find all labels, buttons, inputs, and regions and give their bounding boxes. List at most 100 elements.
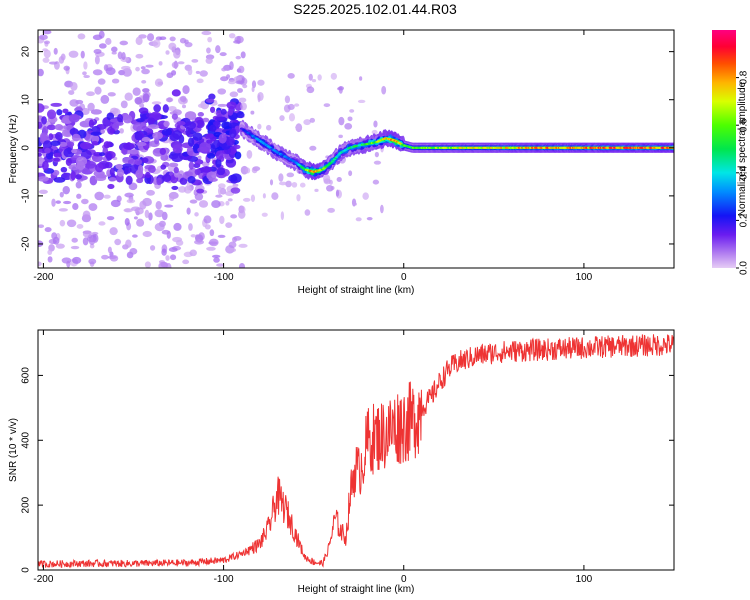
- spectral-blob: [120, 100, 128, 109]
- spectral-blob: [233, 40, 241, 44]
- spectral-blob: [181, 104, 187, 109]
- spectral-blob: [135, 66, 140, 72]
- spectral-blob: [53, 47, 58, 55]
- spectral-blob: [176, 120, 186, 126]
- bottom-x-axis-label: Height of straight line (km): [298, 584, 415, 595]
- spectral-blob: [132, 234, 138, 238]
- spectral-blob: [206, 152, 216, 159]
- spectral-blob: [220, 108, 227, 115]
- spectral-blob: [41, 116, 47, 125]
- spectral-blob: [129, 149, 139, 155]
- spectral-blob: [136, 141, 147, 147]
- spectral-blob: [101, 254, 109, 260]
- spectral-blob: [124, 208, 131, 213]
- spectral-blob: [69, 128, 79, 136]
- spectral-blob: [136, 218, 145, 227]
- spectral-blob: [136, 177, 144, 184]
- spectral-blob: [95, 163, 104, 173]
- spectral-blob: [161, 128, 172, 136]
- spectral-blob: [135, 36, 143, 46]
- spectral-blob: [42, 160, 49, 171]
- spectral-blob: [200, 166, 212, 173]
- spectral-blob: [189, 249, 197, 257]
- spectral-blob: [235, 80, 245, 85]
- spectral-blob: [246, 149, 253, 159]
- spectral-blob: [206, 133, 214, 138]
- spectral-blob: [220, 76, 229, 82]
- spectral-blob: [109, 167, 115, 176]
- spectral-blob: [242, 197, 251, 202]
- spectral-blob: [98, 152, 106, 157]
- spectral-blob: [162, 174, 172, 183]
- spectral-blob: [215, 45, 221, 54]
- spectral-blob: [203, 215, 212, 224]
- spectral-blob: [196, 188, 205, 194]
- spectral-blob: [106, 216, 115, 221]
- spectral-blob: [184, 121, 197, 130]
- spectral-blob: [98, 30, 105, 39]
- spectral-blob: [98, 43, 107, 49]
- spectral-blob: [162, 104, 169, 113]
- spectral-blob: [362, 192, 369, 200]
- snr-panel: -200 -100 0 100 0 200 400 600 Height of straig…: [8, 329, 675, 595]
- spectral-blob: [323, 174, 331, 184]
- spectral-blob: [44, 227, 52, 233]
- spectral-blob: [335, 189, 340, 197]
- spectral-blob: [336, 177, 342, 182]
- spectral-blob: [291, 181, 298, 188]
- spectral-blob: [287, 73, 295, 79]
- spectral-blob: [71, 237, 78, 243]
- spectral-blob: [215, 150, 224, 160]
- spectral-blob: [93, 48, 102, 54]
- spectral-blob: [192, 132, 203, 141]
- spectral-blob: [119, 128, 124, 134]
- spectral-blob: [230, 214, 238, 219]
- y-tick-label: 20: [21, 46, 32, 58]
- spectral-blob: [227, 108, 234, 116]
- spectral-blob: [172, 144, 183, 154]
- spectral-blob: [55, 200, 61, 204]
- bottom-y-ticks: 0 200 400 600: [21, 367, 674, 573]
- spectral-blob: [194, 239, 204, 245]
- spectral-blob: [269, 179, 274, 186]
- colorbar-label: Normalized spectral amplitude: [737, 81, 748, 216]
- spectral-blob: [153, 104, 161, 113]
- spectral-blob: [141, 136, 151, 143]
- spectral-blob: [285, 180, 292, 188]
- spectral-blob: [83, 61, 88, 70]
- spectral-blob: [159, 147, 167, 155]
- spectral-blob: [207, 36, 213, 43]
- top-x-axis-label: Height of straight line (km): [298, 285, 415, 296]
- spectral-blob: [366, 216, 373, 221]
- spectral-blob: [124, 218, 130, 226]
- spectral-blob: [59, 141, 68, 147]
- spectral-blob: [171, 113, 178, 120]
- spectral-blob: [186, 146, 194, 156]
- spectral-blob: [240, 51, 246, 59]
- spectral-blob: [163, 120, 170, 128]
- spectral-blob: [98, 221, 106, 226]
- spectral-blob: [266, 124, 272, 131]
- spectral-blob: [103, 141, 111, 149]
- colorbar-tick-label: 0.2: [739, 213, 750, 227]
- spectral-blob: [309, 145, 317, 151]
- spectral-blob: [191, 58, 199, 63]
- spectral-blob: [165, 255, 170, 261]
- spectral-blob: [50, 140, 61, 147]
- spectral-blob: [62, 186, 70, 195]
- spectral-blob: [198, 200, 209, 208]
- spectral-blob: [211, 254, 221, 258]
- spectral-blob: [122, 114, 133, 124]
- spectral-blob: [142, 93, 150, 103]
- spectral-blob: [330, 72, 338, 80]
- x-tick-label: -100: [214, 272, 234, 283]
- spectral-blob: [114, 238, 122, 246]
- spectral-blob: [48, 61, 58, 65]
- spectral-blob: [228, 33, 236, 39]
- spectral-blob: [88, 119, 95, 128]
- x-tick-label: -100: [214, 574, 234, 585]
- spectral-blob: [121, 65, 131, 71]
- spectral-blob: [306, 86, 315, 94]
- spectral-blob: [88, 203, 98, 211]
